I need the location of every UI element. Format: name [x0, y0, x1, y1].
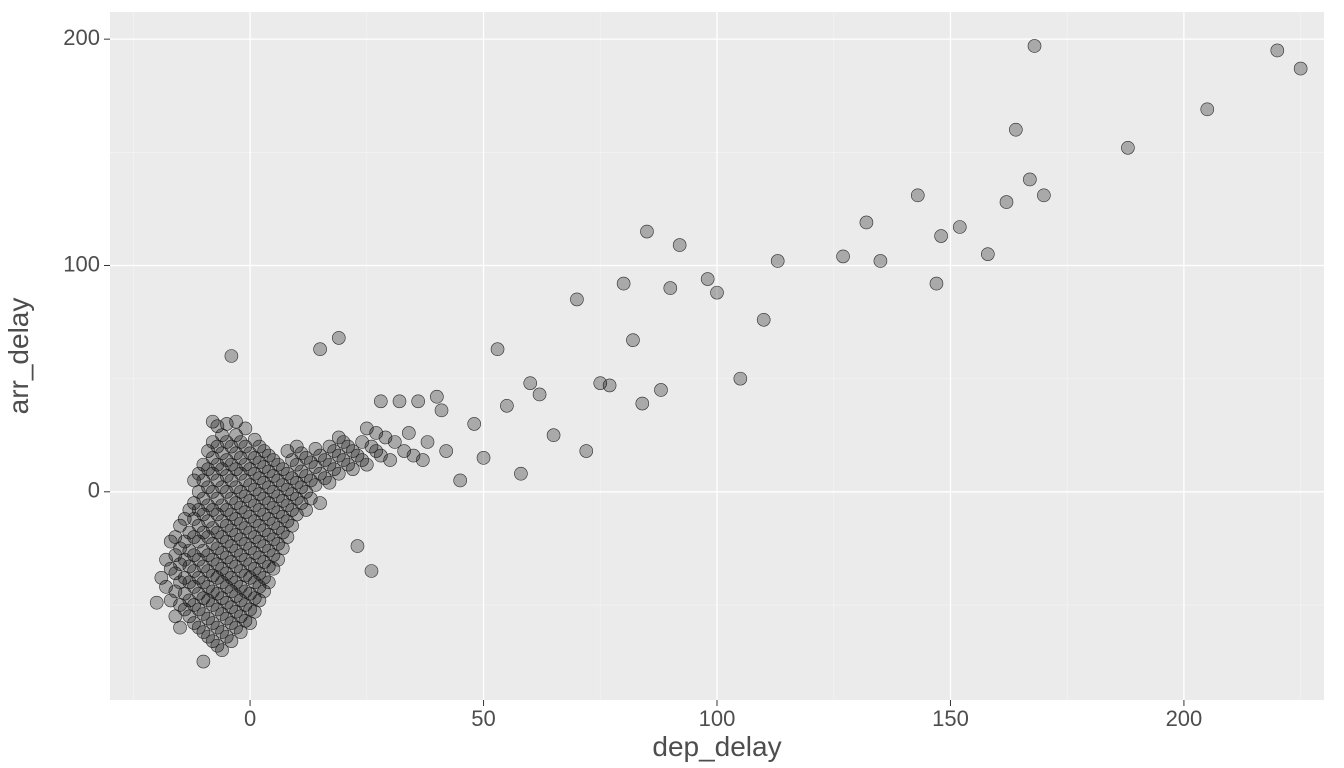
- y-tick-label: 200: [63, 25, 100, 50]
- y-tick-label: 100: [63, 251, 100, 276]
- data-point: [416, 454, 429, 467]
- data-point: [225, 350, 238, 363]
- y-tick-label: 0: [88, 478, 100, 503]
- data-point: [174, 621, 187, 634]
- data-point: [953, 221, 966, 234]
- y-axis-title: arr_delay: [3, 298, 34, 415]
- data-point: [314, 497, 327, 510]
- x-axis-title: dep_delay: [652, 731, 781, 762]
- data-point: [874, 254, 887, 267]
- data-point: [197, 655, 210, 668]
- data-point: [314, 343, 327, 356]
- data-point: [1000, 196, 1013, 209]
- data-point: [440, 445, 453, 458]
- data-point: [430, 390, 443, 403]
- data-point: [757, 313, 770, 326]
- data-point: [1201, 103, 1214, 116]
- data-point: [911, 189, 924, 202]
- data-point: [636, 397, 649, 410]
- x-tick-label: 150: [932, 706, 969, 731]
- data-point: [640, 225, 653, 238]
- data-point: [935, 230, 948, 243]
- data-point: [435, 404, 448, 417]
- data-point: [365, 565, 378, 578]
- data-point: [837, 250, 850, 263]
- data-point: [1037, 189, 1050, 202]
- data-point: [701, 273, 714, 286]
- chart-svg: 0 50 100 150 200 0 100 200 dep_delay arr_delay: [0, 0, 1344, 768]
- data-point: [454, 474, 467, 487]
- data-point: [860, 216, 873, 229]
- x-tick-label: 0: [244, 706, 256, 731]
- x-tick-label: 50: [471, 706, 495, 731]
- data-point: [570, 293, 583, 306]
- data-point: [617, 277, 630, 290]
- data-point: [351, 540, 364, 553]
- data-point: [150, 596, 163, 609]
- data-point: [500, 399, 513, 412]
- data-point: [1271, 44, 1284, 57]
- data-point: [412, 395, 425, 408]
- data-point: [262, 576, 275, 589]
- data-point: [734, 372, 747, 385]
- data-point: [673, 239, 686, 252]
- data-point: [1009, 123, 1022, 136]
- data-point: [477, 451, 490, 464]
- data-point: [393, 395, 406, 408]
- data-point: [711, 286, 724, 299]
- data-point: [930, 277, 943, 290]
- data-point: [580, 445, 593, 458]
- data-point: [603, 379, 616, 392]
- data-point: [491, 343, 504, 356]
- data-point: [332, 331, 345, 344]
- data-point: [1023, 173, 1036, 186]
- x-tick-label: 200: [1166, 706, 1203, 731]
- data-point: [514, 467, 527, 480]
- data-point: [468, 417, 481, 430]
- data-point: [533, 388, 546, 401]
- x-tick-label: 100: [699, 706, 736, 731]
- data-point: [547, 429, 560, 442]
- data-point: [626, 334, 639, 347]
- data-point: [374, 395, 387, 408]
- data-point: [421, 436, 434, 449]
- data-point: [1294, 62, 1307, 75]
- data-point: [402, 426, 415, 439]
- data-point: [654, 383, 667, 396]
- data-point: [981, 248, 994, 261]
- scatter-chart: 0 50 100 150 200 0 100 200 dep_delay arr_delay: [0, 0, 1344, 768]
- data-point: [239, 422, 252, 435]
- data-point: [664, 282, 677, 295]
- data-point: [384, 454, 397, 467]
- data-point: [360, 458, 373, 471]
- data-point: [1121, 141, 1134, 154]
- data-point: [771, 254, 784, 267]
- data-point: [1028, 39, 1041, 52]
- data-point: [524, 377, 537, 390]
